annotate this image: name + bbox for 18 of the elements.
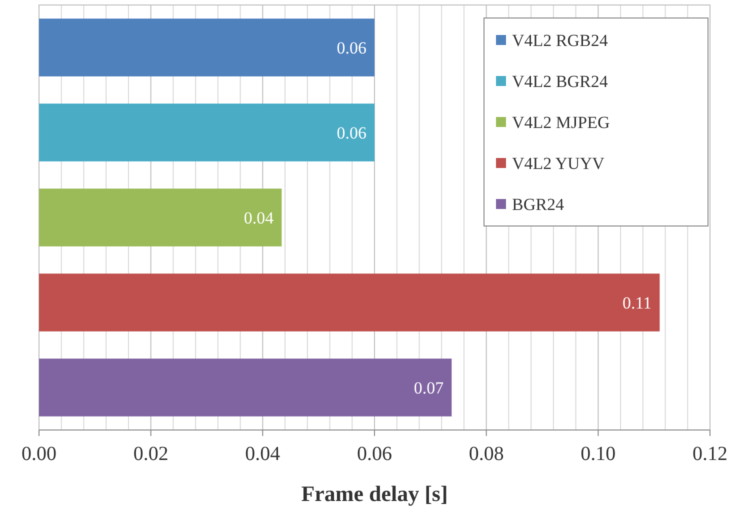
x-tick-label: 0.06	[357, 443, 392, 465]
data-label: 0.06	[336, 123, 366, 142]
data-label: 0.07	[414, 378, 444, 398]
legend-label: BGR24	[512, 194, 564, 214]
x-tick-label: 0.04	[245, 443, 280, 465]
data-label: 0.04	[244, 208, 274, 228]
x-tick-label: 0.00	[22, 443, 56, 465]
x-tick-label: 0.02	[133, 443, 168, 465]
x-tick-label: 0.10	[580, 443, 616, 465]
data-label: 0.06	[336, 38, 366, 58]
x-tick-label: 0.12	[692, 443, 728, 465]
data-label: 0.11	[622, 293, 652, 312]
legend-label: V4L2 YUYV	[512, 154, 606, 173]
legend-label: V4L2 BGR24	[512, 72, 608, 91]
legend-label: V4L2 RGB24	[512, 30, 608, 50]
x-axis-title: Frame delay [s]	[301, 481, 448, 506]
x-tick-label: 0.08	[468, 443, 504, 465]
legend-label: V4L2 MJPEG	[512, 112, 610, 132]
